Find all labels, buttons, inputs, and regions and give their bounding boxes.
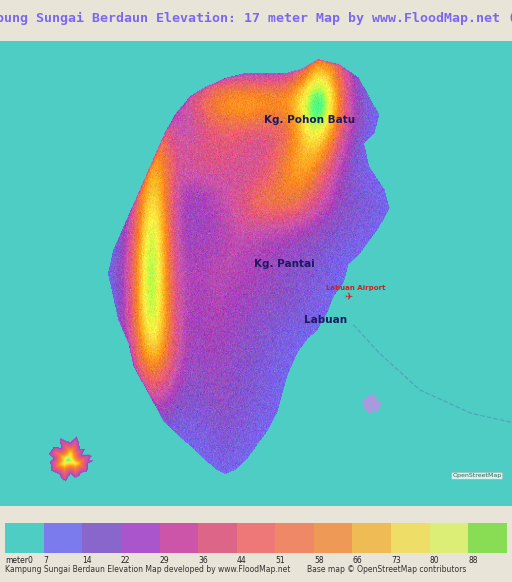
Text: Kg. Pantai: Kg. Pantai [254, 259, 314, 269]
Text: 58: 58 [314, 555, 324, 565]
Bar [352, 523, 391, 553]
Text: 22: 22 [121, 555, 131, 565]
Bar [198, 523, 237, 553]
Text: 7: 7 [44, 555, 49, 565]
Bar [5, 523, 44, 553]
Text: 66: 66 [352, 555, 362, 565]
Bar [468, 523, 507, 553]
Text: 29: 29 [160, 555, 169, 565]
Bar [160, 523, 198, 553]
Text: Kg. Pohon Batu: Kg. Pohon Batu [264, 115, 355, 125]
Bar [237, 523, 275, 553]
Text: Labuan: Labuan [304, 315, 347, 325]
Bar [275, 523, 314, 553]
Bar [430, 523, 468, 553]
Bar [391, 523, 430, 553]
Text: 36: 36 [198, 555, 208, 565]
Text: Labuan Airport: Labuan Airport [326, 285, 386, 290]
Text: meter0: meter0 [5, 555, 33, 565]
Text: 80: 80 [430, 555, 439, 565]
Text: OpenStreetMap: OpenStreetMap [453, 473, 502, 478]
Text: Base map © OpenStreetMap contributors: Base map © OpenStreetMap contributors [307, 565, 466, 574]
Text: 73: 73 [391, 555, 401, 565]
Text: 88: 88 [468, 555, 478, 565]
Text: ✈: ✈ [344, 292, 352, 302]
Bar [121, 523, 160, 553]
Text: 14: 14 [82, 555, 92, 565]
Text: 51: 51 [275, 555, 285, 565]
Text: Kampung Sungai Berdaun Elevation Map developed by www.FloodMap.net: Kampung Sungai Berdaun Elevation Map dev… [5, 565, 290, 574]
Text: 44: 44 [237, 555, 246, 565]
Text: Kampung Sungai Berdaun Elevation: 17 meter Map by www.FloodMap.net (bet: Kampung Sungai Berdaun Elevation: 17 met… [0, 12, 512, 26]
Bar [82, 523, 121, 553]
Bar [44, 523, 82, 553]
Bar [314, 523, 352, 553]
